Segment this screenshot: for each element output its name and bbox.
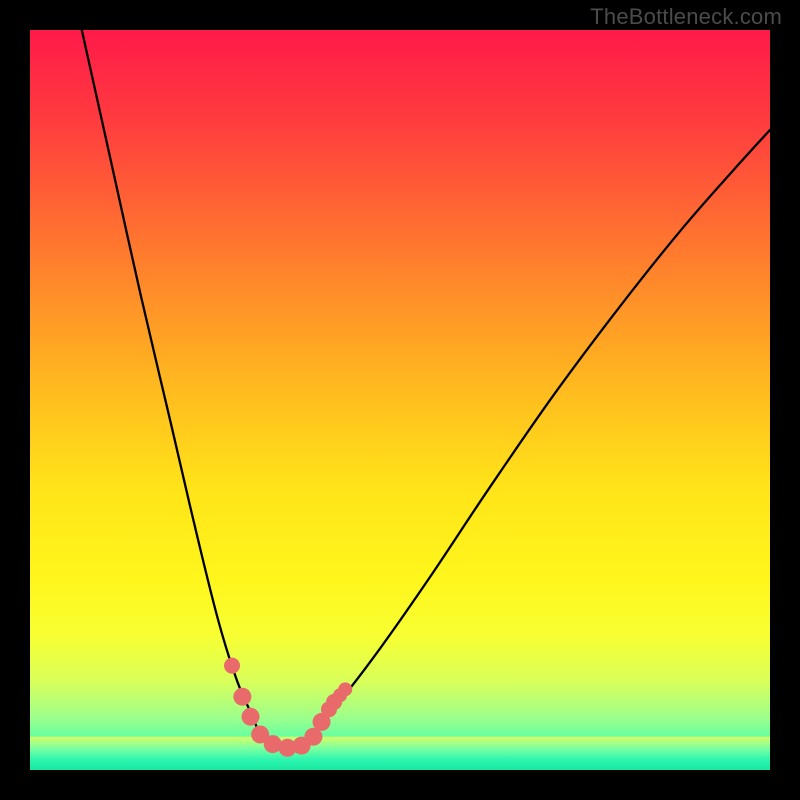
marker-point [338, 682, 352, 696]
curve-right [322, 130, 770, 718]
curve-left [82, 30, 254, 718]
plot-area [30, 30, 770, 770]
bottleneck-curve [30, 30, 770, 770]
watermark-text: TheBottleneck.com [590, 4, 782, 30]
curve-markers [224, 658, 352, 757]
marker-point [233, 688, 251, 706]
marker-point [224, 658, 240, 674]
marker-point [242, 708, 260, 726]
